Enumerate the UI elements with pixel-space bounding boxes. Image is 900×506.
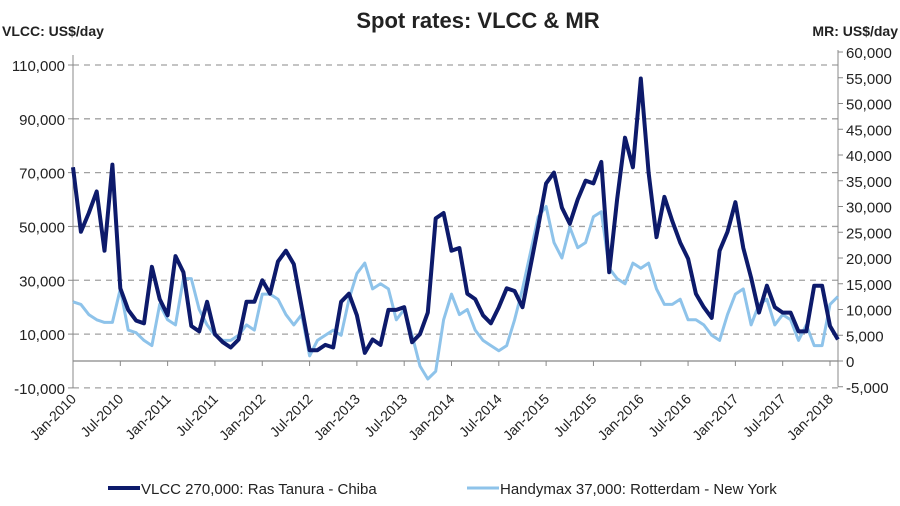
left-tick-label: 110,000 <box>12 58 65 75</box>
legend-label-vlcc: VLCC 270,000: Ras Tanura - Chiba <box>141 481 377 498</box>
right-tick-label: 30,000 <box>846 200 892 217</box>
x-tick-label: Jul-2017 <box>740 391 789 440</box>
x-tick-label: Jan-2015 <box>500 391 553 444</box>
right-tick-label: 45,000 <box>846 122 892 139</box>
x-tick-label: Jan-2013 <box>310 391 363 444</box>
series-line-vlcc <box>71 76 840 355</box>
left-tick-label: 90,000 <box>19 112 65 129</box>
left-tick-label: 10,000 <box>19 327 65 344</box>
x-tick-label: Jan-2016 <box>594 391 647 444</box>
right-tick-label: 15,000 <box>846 277 892 294</box>
x-tick-label: Jul-2013 <box>361 391 410 440</box>
right-tick-label: 35,000 <box>846 174 892 191</box>
x-tick-label: Jan-2017 <box>689 391 742 444</box>
left-tick-label: -10,000 <box>14 381 65 398</box>
legend: VLCC 270,000: Ras Tanura - Chiba Handyma… <box>108 481 777 498</box>
left-tick-label: 70,000 <box>19 166 65 183</box>
right-tick-label: 60,000 <box>846 45 892 62</box>
x-tick-label: Jul-2016 <box>645 391 694 440</box>
right-tick-label: 5,000 <box>846 328 884 345</box>
right-tick-label: 50,000 <box>846 97 892 114</box>
x-tick-label: Jul-2015 <box>550 391 599 440</box>
left-tick-label: 30,000 <box>19 273 65 290</box>
legend-label-handymax: Handymax 37,000: Rotterdam - New York <box>500 481 777 498</box>
x-tick-label: Jul-2014 <box>456 391 505 440</box>
left-tick-label: 50,000 <box>19 219 65 236</box>
x-tick-label: Jan-2010 <box>27 391 80 444</box>
x-tick-label: Jan-2018 <box>784 391 837 444</box>
right-tick-label: 0 <box>846 354 854 371</box>
right-tick-label: -5,000 <box>846 380 889 397</box>
right-tick-label: 20,000 <box>846 251 892 268</box>
left-axis-title: VLCC: US$/day <box>2 23 104 39</box>
right-tick-label: 55,000 <box>846 71 892 88</box>
chart-title: Spot rates: VLCC & MR <box>356 8 599 33</box>
x-tick-label: Jul-2010 <box>77 391 126 440</box>
series-line-handymax <box>72 205 839 381</box>
right-tick-label: 10,000 <box>846 303 892 320</box>
x-tick-label: Jul-2011 <box>173 391 222 440</box>
x-tick-label: Jan-2014 <box>405 391 458 444</box>
right-tick-label: 40,000 <box>846 148 892 165</box>
x-tick-label: Jul-2012 <box>266 391 315 440</box>
x-tick-label: Jan-2012 <box>216 391 269 444</box>
x-tick-label: Jan-2011 <box>122 391 174 443</box>
right-axis-title: MR: US$/day <box>812 23 898 39</box>
right-tick-label: 25,000 <box>846 225 892 242</box>
